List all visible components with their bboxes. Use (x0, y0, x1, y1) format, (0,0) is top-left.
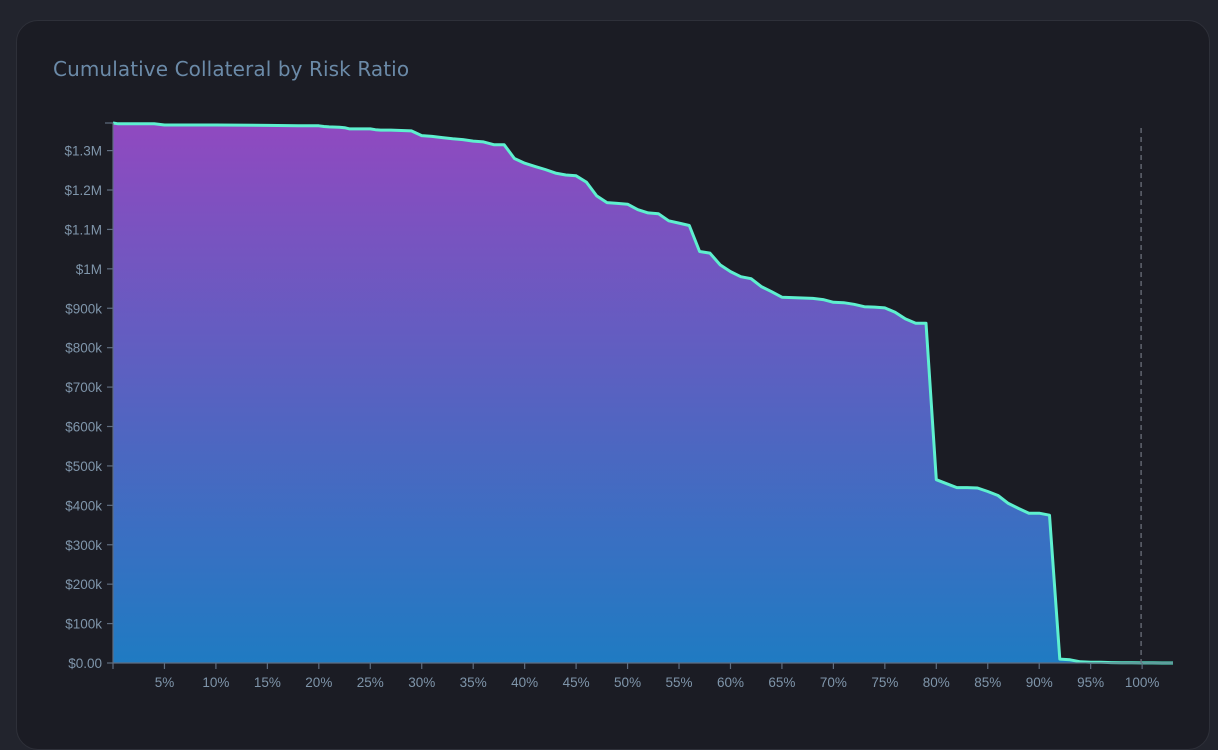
chart-title: Cumulative Collateral by Risk Ratio (53, 57, 410, 81)
x-tick-label: 10% (202, 675, 229, 690)
x-tick-label: 40% (511, 675, 538, 690)
x-tick-label: 70% (820, 675, 847, 690)
area-chart: $0.00 $100k $200k $300k $400k $500k $600k $700k… (64, 121, 1173, 690)
x-tick-label: 100% (1125, 675, 1160, 690)
y-tick-label: $600k (65, 420, 102, 435)
y-tick-label: $500k (65, 459, 102, 474)
x-tick-label: 75% (871, 675, 898, 690)
y-tick-label: $1.3M (64, 144, 102, 159)
y-tick-label: $700k (65, 380, 102, 395)
y-tick-label: $1.1M (64, 222, 102, 237)
x-tick-label: 30% (408, 675, 435, 690)
y-tick-label: $400k (65, 498, 102, 513)
x-tick-label: 90% (1026, 675, 1053, 690)
x-tick-label: 5% (155, 675, 175, 690)
x-tick-label: 65% (768, 675, 795, 690)
y-tick-label: $0.00 (68, 656, 102, 671)
y-tick-label: $1.2M (64, 183, 102, 198)
series-area (113, 123, 1173, 663)
y-tick-label: $200k (65, 577, 102, 592)
x-tick-label: 20% (305, 675, 332, 690)
y-tick-label: $900k (65, 301, 102, 316)
x-tick-label: 25% (357, 675, 384, 690)
x-tick-label: 15% (254, 675, 281, 690)
x-tick-label: 45% (563, 675, 590, 690)
y-tick-label: $800k (65, 341, 102, 356)
y-tick-label: $300k (65, 538, 102, 553)
y-tick-label: $1M (76, 262, 102, 277)
series-line (112, 121, 1173, 665)
x-tick-label: 55% (666, 675, 693, 690)
x-tick-label: 60% (717, 675, 744, 690)
x-tick-label: 35% (460, 675, 487, 690)
x-tick-label: 80% (923, 675, 950, 690)
y-tick-label: $100k (65, 617, 102, 632)
x-tick-label: 85% (974, 675, 1001, 690)
x-tick-label: 95% (1077, 675, 1104, 690)
x-tick-label: 50% (614, 675, 641, 690)
